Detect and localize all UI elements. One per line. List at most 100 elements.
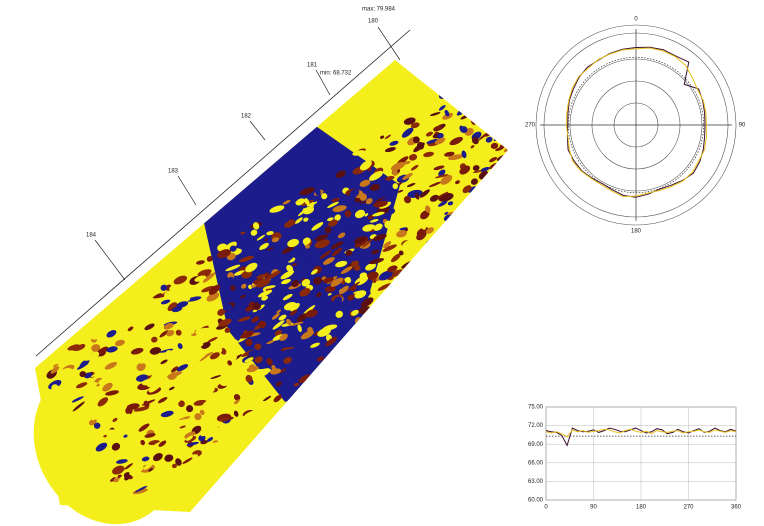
texture [448, 248, 454, 253]
cylinder [0, 0, 575, 526]
texture [465, 201, 479, 212]
texture [474, 250, 489, 262]
texture [405, 271, 411, 276]
texture [431, 275, 440, 280]
texture [504, 201, 511, 206]
texture [424, 285, 430, 289]
texture [464, 104, 473, 112]
angle-tick-label: 270 [525, 123, 536, 129]
texture [541, 207, 547, 212]
texture [495, 240, 506, 249]
texture [502, 171, 518, 183]
x-tick-label: 90 [590, 505, 597, 511]
texture [431, 248, 445, 258]
texture [467, 232, 474, 240]
texture [488, 242, 495, 250]
texture [490, 117, 498, 125]
texture [486, 214, 496, 222]
texture [427, 270, 443, 283]
y-tick-label: 63.00 [528, 479, 544, 485]
texture [388, 285, 403, 293]
texture [376, 316, 384, 322]
texture [423, 264, 435, 275]
texture [535, 192, 547, 202]
texture [539, 173, 553, 185]
texture [526, 181, 536, 191]
texture [419, 257, 426, 264]
texture [454, 81, 469, 89]
texture [500, 238, 508, 247]
texture [439, 282, 446, 290]
texture [436, 265, 448, 275]
texture [537, 159, 542, 163]
texture [504, 109, 513, 117]
texture [460, 221, 473, 228]
texture [491, 181, 503, 193]
texture [430, 282, 435, 287]
texture [477, 198, 491, 211]
texture [545, 179, 557, 188]
texture [420, 270, 427, 276]
texture [512, 183, 521, 192]
texture [437, 260, 448, 269]
texture [472, 224, 481, 230]
texture [420, 249, 432, 260]
texture [451, 235, 459, 240]
texture [416, 253, 430, 264]
polar-plot: 090180270 [525, 17, 746, 235]
texture [507, 136, 521, 143]
texture [478, 236, 492, 247]
y-tick-label: 66.00 [528, 460, 544, 466]
texture [511, 166, 527, 176]
texture [467, 85, 478, 95]
texture [497, 115, 507, 123]
texture [498, 211, 515, 224]
texture [471, 234, 482, 244]
texture [371, 304, 383, 314]
x-tick-label: 360 [731, 505, 742, 511]
texture [389, 294, 405, 308]
texture [398, 283, 415, 296]
texture [491, 104, 505, 115]
profile-chart: 60.0063.0066.0069.0072.0075.000901802703… [528, 405, 742, 511]
texture [490, 233, 501, 240]
texture [385, 294, 399, 306]
texture [473, 116, 482, 124]
texture [508, 231, 516, 238]
texture [558, 191, 574, 199]
texture [493, 213, 508, 220]
texture [489, 176, 502, 183]
texture [537, 189, 554, 201]
section-label: 180 [368, 19, 379, 25]
x-tick-label: 180 [636, 505, 647, 511]
texture [504, 169, 520, 180]
texture [444, 92, 453, 100]
texture [512, 193, 524, 203]
texture [497, 173, 509, 184]
texture [531, 170, 539, 179]
texture [503, 136, 516, 142]
texture [500, 214, 512, 224]
texture [498, 182, 504, 190]
texture [516, 218, 527, 227]
texture [476, 83, 485, 91]
texture [505, 231, 512, 236]
texture [413, 274, 422, 282]
texture [430, 273, 438, 282]
texture [506, 127, 524, 140]
texture [523, 149, 537, 157]
x-tick-label: 0 [544, 505, 548, 511]
texture [416, 282, 427, 289]
texture [441, 232, 452, 240]
texture [502, 177, 513, 187]
texture [509, 136, 516, 143]
texture [535, 198, 548, 210]
texture [513, 193, 522, 200]
texture [402, 282, 411, 290]
texture [436, 256, 446, 262]
texture [521, 195, 531, 202]
texture [420, 295, 425, 300]
texture [465, 233, 480, 245]
texture [503, 141, 518, 154]
texture [516, 184, 524, 191]
